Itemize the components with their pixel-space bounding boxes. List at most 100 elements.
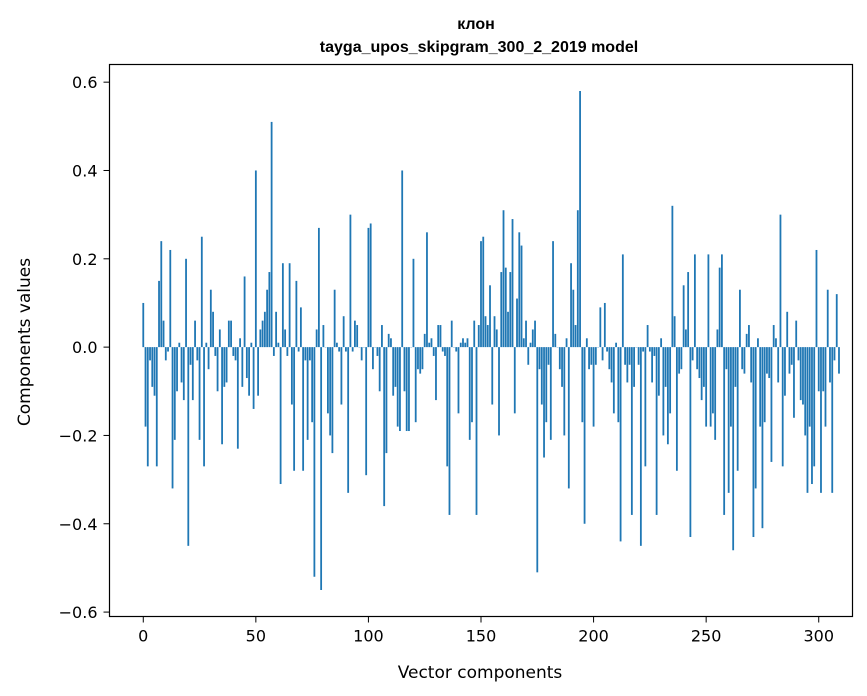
bar-component-220 xyxy=(637,347,640,365)
bar-component-200 xyxy=(592,347,595,427)
bar-component-227 xyxy=(653,347,656,356)
bar-component-89 xyxy=(342,316,345,348)
bar-component-253 xyxy=(712,347,714,414)
bar-component-59 xyxy=(275,311,278,348)
bar-component-211 xyxy=(617,347,620,423)
bar-component-228 xyxy=(655,347,658,515)
bar-component-242 xyxy=(687,272,690,348)
bar-component-117 xyxy=(405,347,408,432)
bar-component-69 xyxy=(297,347,300,352)
bar-component-256 xyxy=(718,267,721,348)
bar-component-36 xyxy=(223,347,226,387)
bar-component-128 xyxy=(430,338,433,348)
bar-component-4 xyxy=(151,347,154,387)
bar-component-185 xyxy=(558,347,561,370)
bar-component-53 xyxy=(261,320,264,348)
bar-component-225 xyxy=(648,347,651,352)
bar-component-231 xyxy=(662,347,665,436)
bar-component-66 xyxy=(290,347,293,405)
bar-component-261 xyxy=(730,347,732,427)
bar-component-102 xyxy=(372,347,374,370)
bar-component-130 xyxy=(435,347,437,401)
bar-component-287 xyxy=(788,347,791,374)
bar-component-303 xyxy=(824,347,827,427)
bar-component-194 xyxy=(579,91,581,348)
bar-component-271 xyxy=(752,347,755,538)
bar-component-173 xyxy=(531,329,534,348)
bar-component-247 xyxy=(698,347,701,379)
bar-component-108 xyxy=(385,347,388,454)
bar-component-289 xyxy=(793,347,795,418)
bar-component-294 xyxy=(804,347,807,436)
bar-component-18 xyxy=(182,347,185,401)
y-tick-label: −0.4 xyxy=(59,515,98,534)
bar-component-62 xyxy=(281,263,284,348)
bar-component-187 xyxy=(563,347,566,436)
bar-component-232 xyxy=(664,347,667,387)
bar-component-224 xyxy=(646,325,649,348)
bar-component-129 xyxy=(432,347,435,356)
bar-component-40 xyxy=(232,347,235,356)
bar-component-269 xyxy=(748,325,750,348)
bar-component-196 xyxy=(583,347,586,524)
bar-component-149 xyxy=(477,325,480,348)
bar-component-38 xyxy=(227,320,230,348)
bar-component-135 xyxy=(446,347,449,467)
bar-component-210 xyxy=(615,342,617,348)
bar-component-229 xyxy=(657,347,660,396)
bar-component-180 xyxy=(547,347,550,365)
bar-component-120 xyxy=(412,258,415,348)
bar-component-60 xyxy=(277,342,280,348)
bar-component-262 xyxy=(732,347,735,551)
bar-component-161 xyxy=(504,267,507,348)
bar-component-304 xyxy=(826,289,829,348)
bar-component-75 xyxy=(311,347,314,423)
bar-component-67 xyxy=(293,347,296,471)
bar-component-183 xyxy=(554,333,557,348)
bar-component-115 xyxy=(401,170,404,348)
bar-component-169 xyxy=(522,338,525,348)
bar-component-295 xyxy=(806,347,809,493)
bar-component-188 xyxy=(565,338,568,348)
bar-component-109 xyxy=(387,333,390,348)
bar-component-158 xyxy=(498,347,500,436)
bar-component-251 xyxy=(707,254,710,348)
bar-component-30 xyxy=(209,289,212,348)
bar-component-191 xyxy=(572,289,575,348)
bar-component-32 xyxy=(214,347,217,356)
bar-component-290 xyxy=(795,320,798,348)
bar-component-199 xyxy=(590,347,593,365)
bar-component-42 xyxy=(236,347,239,449)
bar-component-95 xyxy=(356,325,359,348)
bar-component-114 xyxy=(399,347,401,432)
bar-component-132 xyxy=(439,325,442,348)
x-tick-label: 300 xyxy=(803,627,834,646)
y-tick-label: 0.2 xyxy=(72,250,97,269)
bar-component-175 xyxy=(536,347,539,573)
bar-component-100 xyxy=(367,227,370,348)
bar-component-285 xyxy=(784,347,786,396)
bar-component-221 xyxy=(639,347,642,546)
bar-component-77 xyxy=(315,329,318,348)
bar-component-156 xyxy=(493,316,496,348)
bar-component-41 xyxy=(234,347,237,361)
bar-component-245 xyxy=(693,254,696,348)
bar-component-170 xyxy=(525,320,527,348)
bar-component-165 xyxy=(513,347,516,414)
bar-component-233 xyxy=(666,347,669,445)
bar-component-276 xyxy=(763,347,766,423)
bar-component-136 xyxy=(448,347,451,515)
bar-component-215 xyxy=(626,347,629,383)
bar-component-212 xyxy=(619,347,622,542)
bar-component-0 xyxy=(142,302,145,348)
bar-component-45 xyxy=(243,276,246,348)
bar-component-284 xyxy=(781,347,784,467)
bar-component-252 xyxy=(709,347,712,427)
bar-component-14 xyxy=(173,347,176,440)
bar-component-139 xyxy=(455,347,458,352)
bar-component-80 xyxy=(322,325,325,348)
bar-component-47 xyxy=(248,347,250,396)
bar-component-167 xyxy=(518,232,521,348)
bar-component-110 xyxy=(390,338,392,348)
bar-component-111 xyxy=(392,347,395,396)
